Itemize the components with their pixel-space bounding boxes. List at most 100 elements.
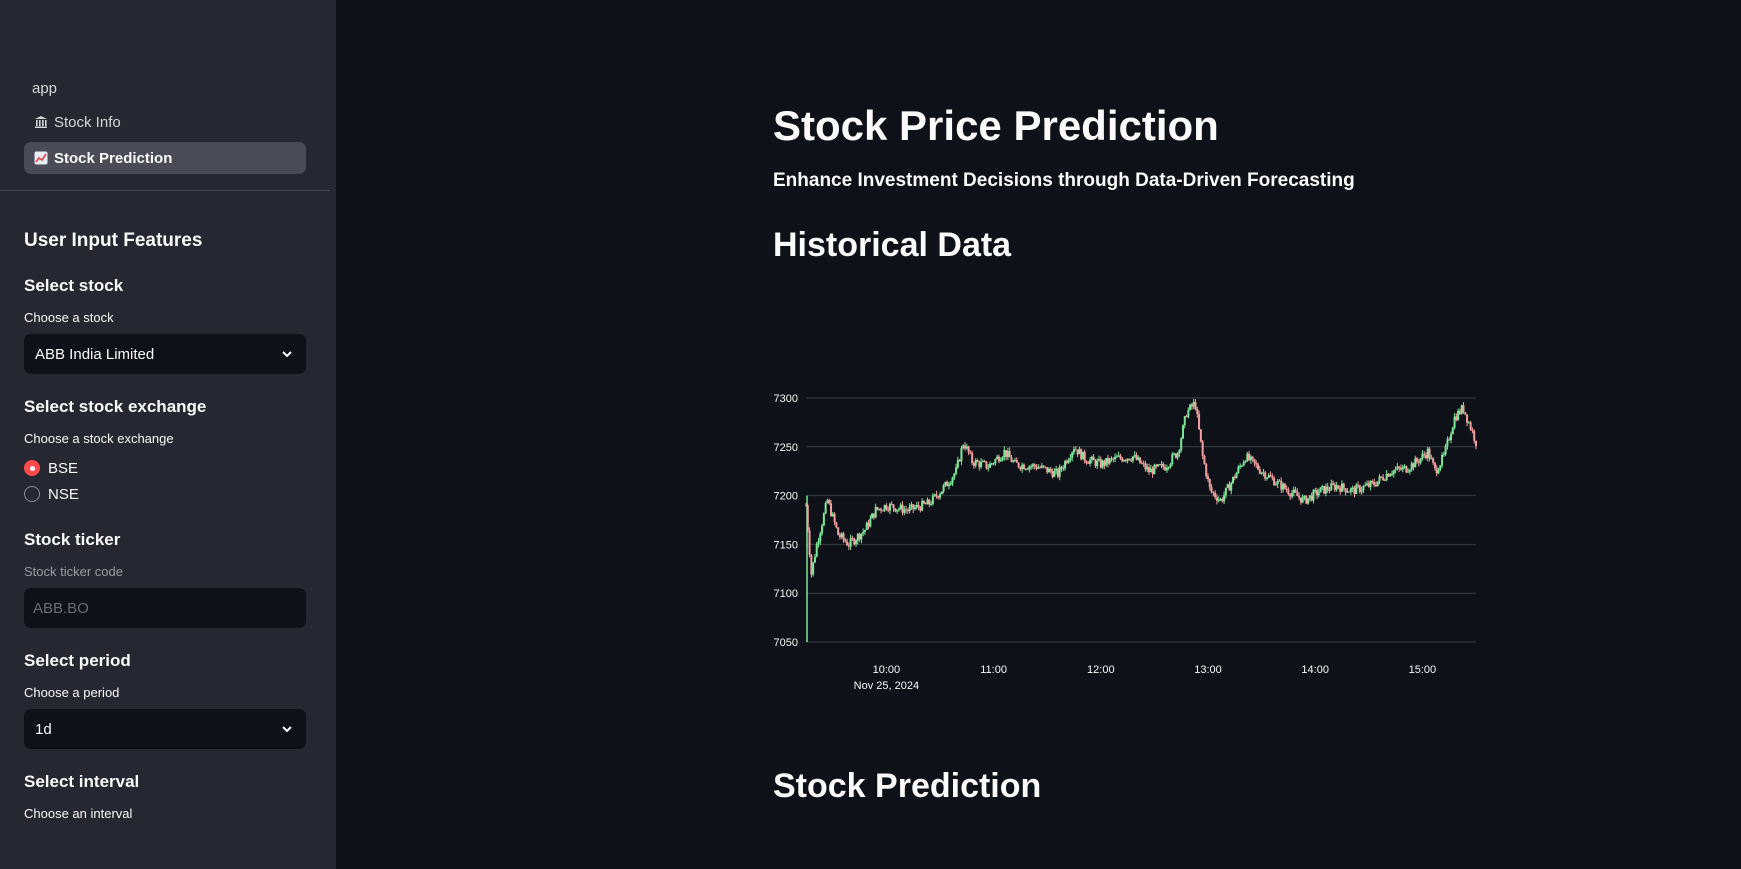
candle-body <box>949 483 952 485</box>
candle-body <box>1262 472 1265 474</box>
radio-selected-icon <box>24 460 40 476</box>
candle-body <box>1142 463 1145 465</box>
candle-body <box>1037 467 1040 469</box>
candle-body <box>1015 459 1018 463</box>
candle-body <box>989 463 992 468</box>
candle-body <box>958 459 961 462</box>
candle-body <box>874 507 877 518</box>
candle-body <box>822 513 825 526</box>
candle-body <box>1323 485 1326 494</box>
candle-body <box>1446 439 1449 446</box>
candle-body <box>1315 489 1318 496</box>
candle-body <box>992 463 995 465</box>
candle-body <box>919 507 922 511</box>
candle-body <box>897 508 900 510</box>
candle-body <box>1371 481 1374 483</box>
stock-select[interactable]: ABB India Limited <box>24 334 306 374</box>
candle-body <box>1098 459 1101 461</box>
candle-body <box>838 535 841 538</box>
candle-body <box>1198 414 1201 430</box>
page-subtitle: Enhance Investment Decisions through Dat… <box>773 170 1355 191</box>
candle-body <box>944 481 947 486</box>
candle-body <box>1210 487 1213 492</box>
nav-item-stock-info[interactable]: Stock Info <box>24 106 306 138</box>
candle-body <box>892 504 895 509</box>
candle-body <box>1308 495 1311 499</box>
candle-body <box>1305 495 1308 504</box>
candlestick-chart[interactable]: 7050 7100 7150 7200 7250 7300 10:00 11:00 12:00 1… <box>770 385 1490 705</box>
candle-body <box>913 507 916 510</box>
candle-body <box>1257 464 1260 470</box>
candle-body <box>1457 410 1460 421</box>
candle-body <box>1189 404 1192 410</box>
candle-body <box>876 507 879 510</box>
candle-body <box>990 463 993 465</box>
candle-body <box>881 510 884 512</box>
candle-body <box>1140 463 1143 465</box>
candle-body <box>1212 491 1215 493</box>
candle-body <box>1180 438 1183 451</box>
candle-body <box>1432 458 1435 463</box>
candle-body <box>1199 429 1202 442</box>
candle-body <box>1330 483 1333 491</box>
candle-body <box>1233 476 1236 479</box>
candle-body <box>1398 466 1401 469</box>
candle-body <box>1215 497 1218 501</box>
candle-body <box>1462 405 1465 413</box>
nav-app-label[interactable]: app <box>32 79 58 97</box>
candle-body <box>1455 416 1458 421</box>
candle-body <box>1405 466 1408 473</box>
candle-body <box>962 445 965 449</box>
y-tick-label: 7300 <box>774 393 798 405</box>
candle-body <box>955 467 958 474</box>
candle-body <box>883 504 886 511</box>
candle-body <box>1367 483 1370 487</box>
candle-body <box>1024 468 1027 470</box>
select-interval-heading: Select interval <box>24 772 140 791</box>
candle-body <box>1269 475 1272 477</box>
stock-ticker-input[interactable]: ABB.BO <box>24 588 306 628</box>
candle-body <box>1001 457 1004 460</box>
candle-body <box>981 461 984 463</box>
candle-body <box>1280 480 1283 490</box>
candle-body <box>1203 455 1206 465</box>
candle-body <box>1074 449 1077 451</box>
candle-body <box>1149 468 1152 473</box>
candle-body <box>1058 467 1061 477</box>
candle-body <box>1158 464 1161 466</box>
chart-increasing-icon <box>33 150 49 166</box>
candle-body <box>974 460 977 466</box>
candle-body <box>1205 464 1208 477</box>
candle-body <box>817 541 820 544</box>
candle-body <box>1087 462 1090 464</box>
candle-body <box>1267 475 1270 478</box>
period-select[interactable]: 1d <box>24 709 306 749</box>
candle-body <box>1387 473 1390 477</box>
candle-body <box>1076 449 1079 455</box>
candle-body <box>1433 462 1436 468</box>
candle-body <box>999 459 1002 462</box>
candle-body <box>1385 473 1388 481</box>
chevron-down-icon <box>282 351 292 358</box>
candle-body <box>1228 484 1231 491</box>
candle-body <box>1442 454 1445 456</box>
candle-body <box>983 461 986 463</box>
nav-item-stock-prediction[interactable]: Stock Prediction <box>24 142 306 174</box>
candle-body <box>1155 464 1158 467</box>
sidebar: app Stock Info Stock Prediction User Inp… <box>0 0 336 869</box>
candle-body <box>1044 466 1047 468</box>
candle-body <box>1283 483 1286 489</box>
candle-body <box>1426 448 1429 459</box>
candle-body <box>1094 460 1097 467</box>
candle-body <box>1114 456 1117 460</box>
candle-body <box>1051 471 1054 477</box>
radio-bse[interactable]: BSE <box>24 455 306 481</box>
candle-body <box>840 533 843 538</box>
candle-body <box>1441 454 1444 466</box>
candle-body <box>1139 457 1142 464</box>
candle-body <box>1089 459 1092 464</box>
candle-body <box>1046 467 1049 473</box>
radio-nse[interactable]: NSE <box>24 481 306 507</box>
choose-interval-label: Choose an interval <box>24 806 133 821</box>
candle-body <box>965 446 968 449</box>
